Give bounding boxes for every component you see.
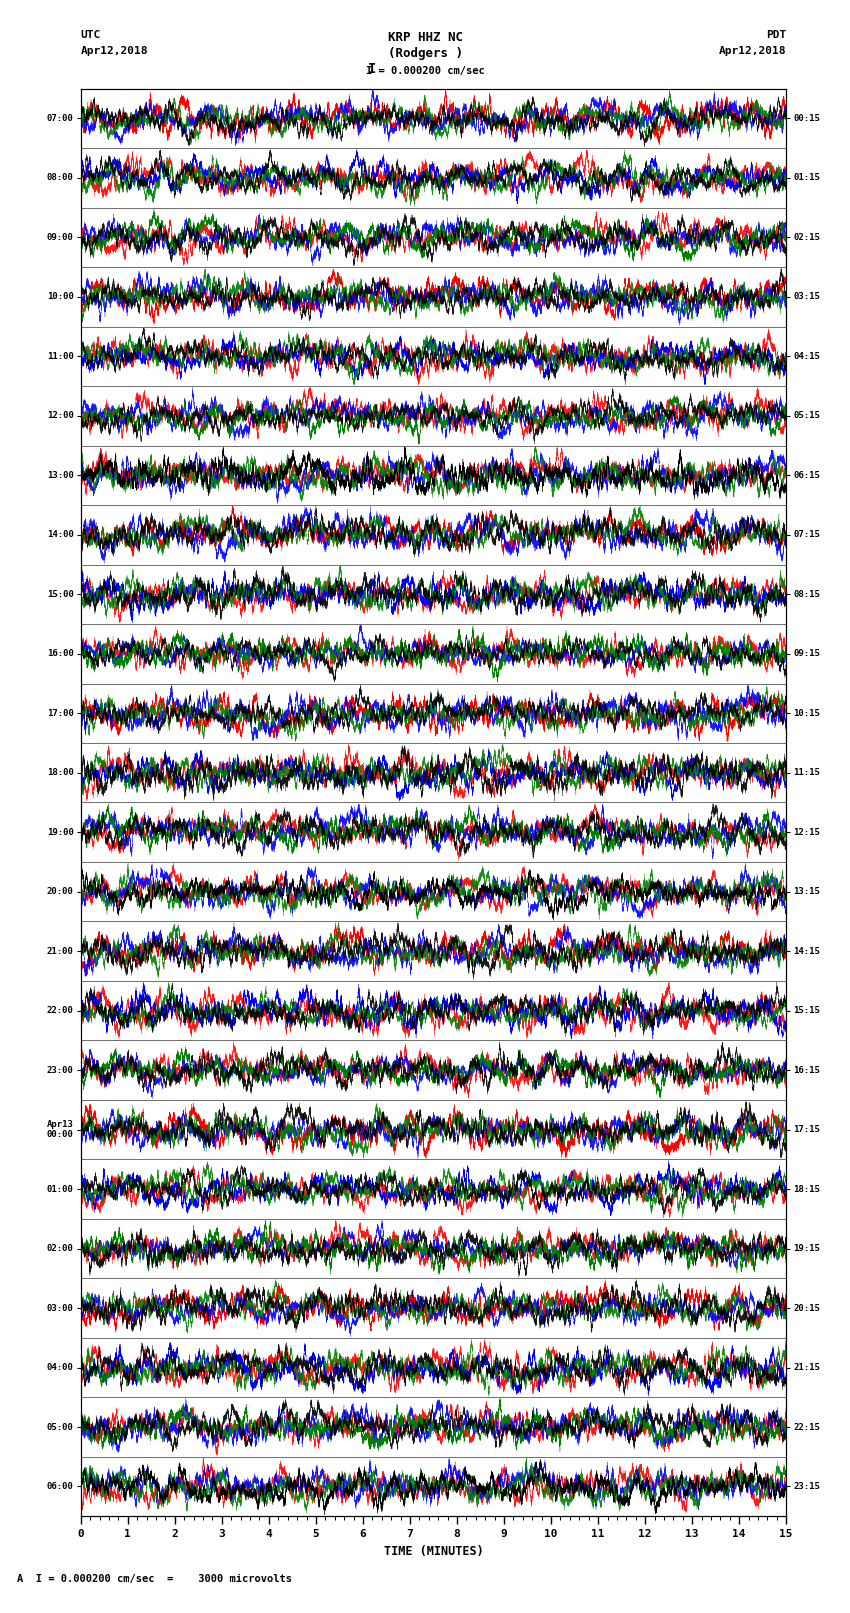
Text: I = 0.000200 cm/sec: I = 0.000200 cm/sec [366,66,484,76]
Text: I: I [368,61,377,76]
X-axis label: TIME (MINUTES): TIME (MINUTES) [383,1545,484,1558]
Text: A  I = 0.000200 cm/sec  =    3000 microvolts: A I = 0.000200 cm/sec = 3000 microvolts [17,1574,292,1584]
Text: KRP HHZ NC: KRP HHZ NC [388,31,462,44]
Text: UTC: UTC [81,31,101,40]
Text: Apr12,2018: Apr12,2018 [719,47,786,56]
Text: (Rodgers ): (Rodgers ) [388,47,462,60]
Text: Apr12,2018: Apr12,2018 [81,47,148,56]
Text: PDT: PDT [766,31,786,40]
